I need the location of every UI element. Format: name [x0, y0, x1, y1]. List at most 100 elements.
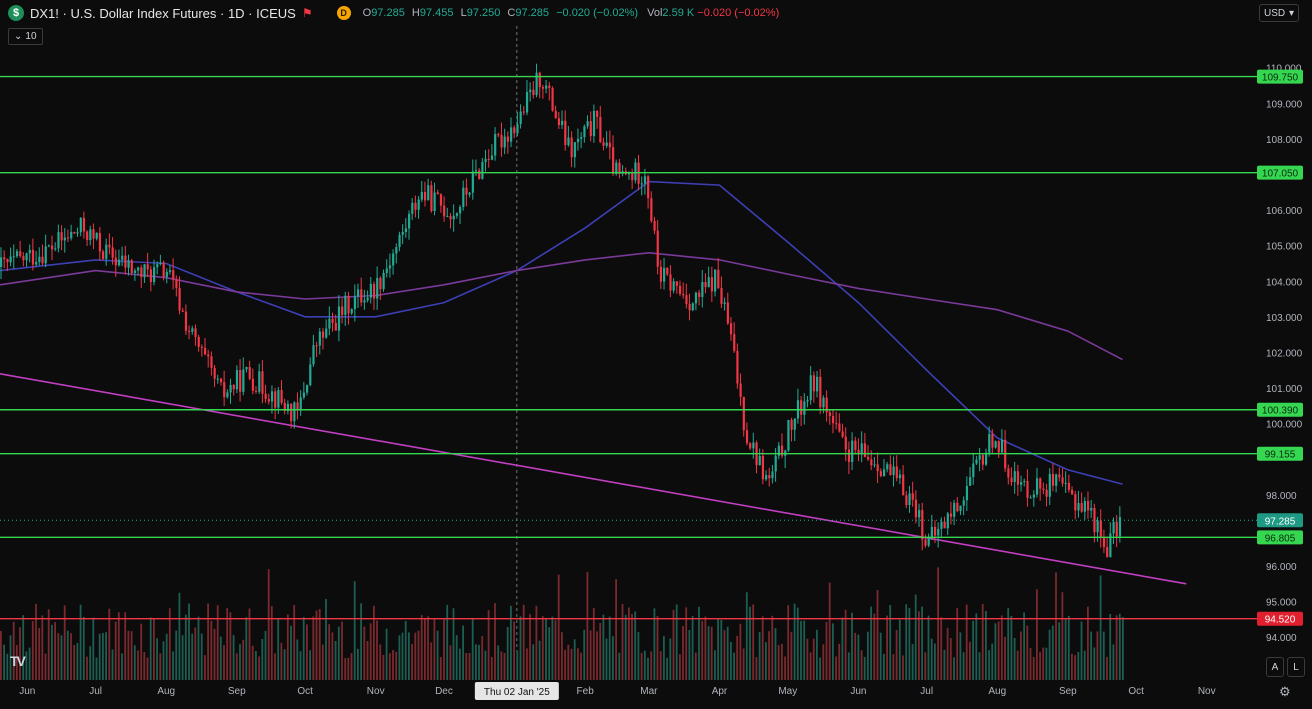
- candle: [956, 497, 959, 513]
- candle-body: [669, 274, 672, 291]
- candle: [28, 244, 31, 263]
- volume-bar: [1106, 657, 1108, 680]
- candle: [841, 423, 844, 439]
- candle: [70, 224, 73, 241]
- volume-bar: [806, 638, 809, 680]
- candle-body: [19, 251, 22, 257]
- volume-bar: [599, 623, 602, 680]
- log-scale-button[interactable]: L: [1287, 657, 1305, 677]
- symbol-title[interactable]: DX1! · U.S. Dollar Index Futures · 1D · …: [30, 5, 296, 21]
- candle-body: [500, 134, 503, 148]
- flag-icon[interactable]: ⚑: [301, 6, 313, 20]
- candle: [551, 86, 554, 112]
- candle-body: [242, 369, 245, 392]
- currency-selector[interactable]: USD ▾: [1259, 4, 1299, 22]
- candle: [1064, 471, 1067, 493]
- candle-body: [892, 466, 895, 476]
- candle: [274, 387, 277, 420]
- candle: [599, 105, 602, 144]
- candle: [38, 247, 41, 266]
- candle: [946, 511, 949, 535]
- volume-bar: [940, 617, 943, 680]
- dividend-badge[interactable]: D: [336, 6, 351, 20]
- gear-icon[interactable]: ⚙: [1279, 684, 1291, 699]
- volume-bar: [972, 620, 974, 680]
- candle-body: [446, 216, 449, 218]
- candle-body: [831, 415, 835, 424]
- volume-bar: [146, 657, 149, 680]
- candle-body: [465, 187, 468, 195]
- candle-body: [918, 510, 921, 518]
- open-value: 97.285: [371, 7, 405, 19]
- candle-body: [650, 198, 653, 222]
- candle-body: [363, 300, 366, 303]
- volume-bar: [682, 626, 684, 680]
- volume-bar: [1077, 652, 1080, 680]
- volume-bar: [669, 638, 672, 680]
- volume-bar: [787, 605, 790, 680]
- candle-body: [545, 85, 548, 89]
- candle: [490, 144, 494, 161]
- volume-bar: [765, 642, 767, 680]
- candle: [784, 449, 787, 469]
- candle-body: [911, 493, 914, 500]
- candle-body: [656, 230, 659, 267]
- volume-bar: [471, 617, 474, 680]
- candle: [506, 131, 510, 154]
- candle: [962, 496, 965, 516]
- tradingview-logo[interactable]: TV: [10, 653, 26, 669]
- volume-bar: [726, 626, 729, 680]
- volume-bar: [95, 657, 98, 680]
- candle-body: [325, 328, 328, 338]
- candle-body: [988, 433, 991, 453]
- candle-body: [851, 440, 854, 463]
- candle: [758, 448, 761, 466]
- candle: [650, 191, 653, 223]
- volume-bar: [309, 650, 311, 680]
- candle-body: [685, 295, 688, 305]
- auto-scale-button[interactable]: A: [1266, 657, 1284, 677]
- candle-body: [63, 237, 66, 241]
- candle-body: [204, 347, 207, 355]
- candle-body: [153, 267, 156, 283]
- candle: [602, 137, 605, 151]
- candle-body: [739, 383, 742, 397]
- candle: [701, 269, 704, 308]
- volume-bar: [379, 644, 382, 680]
- candle-body: [293, 402, 296, 422]
- volume-bar: [181, 635, 184, 680]
- candle-body: [940, 521, 943, 529]
- volume-bar: [331, 632, 334, 680]
- candle-body: [232, 384, 235, 390]
- indicators-toggle[interactable]: ⌄ 10: [8, 28, 43, 45]
- volume-bar: [459, 648, 461, 680]
- volume-bar: [557, 574, 560, 680]
- candle: [200, 344, 204, 357]
- volume-bar: [197, 616, 200, 680]
- candle: [436, 189, 439, 195]
- candle-body: [47, 245, 51, 247]
- volume-bar: [723, 630, 726, 680]
- candle-body: [302, 392, 306, 398]
- volume-bar: [245, 617, 248, 680]
- volume-bar: [921, 606, 923, 680]
- candle: [401, 224, 404, 245]
- volume-bar: [133, 645, 136, 680]
- volume-bar: [299, 651, 302, 680]
- volume-bar: [1004, 636, 1006, 680]
- candle-body: [264, 393, 267, 400]
- candle-body: [366, 297, 369, 301]
- volume-bar: [825, 621, 828, 680]
- candle-body: [156, 264, 159, 268]
- candle: [953, 499, 956, 525]
- candle: [369, 277, 372, 304]
- candle-body: [79, 217, 82, 233]
- volume-bar: [851, 612, 853, 680]
- candle-body: [360, 289, 363, 303]
- candle: [905, 491, 908, 509]
- candle: [943, 516, 946, 529]
- candle: [1074, 491, 1077, 520]
- candle: [949, 501, 953, 525]
- candle-body: [427, 185, 430, 201]
